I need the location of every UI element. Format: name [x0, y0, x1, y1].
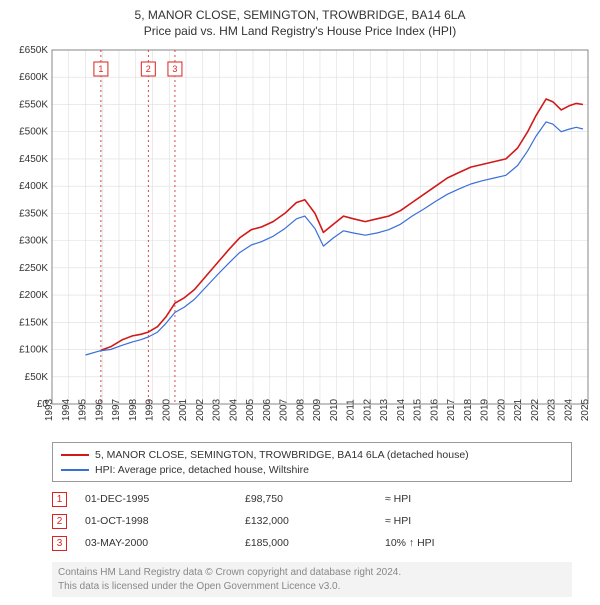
- svg-text:2016: 2016: [429, 398, 440, 421]
- svg-text:1: 1: [98, 64, 103, 74]
- attribution-line: Contains HM Land Registry data © Crown c…: [58, 566, 566, 580]
- event-date: 03-MAY-2000: [85, 537, 245, 549]
- svg-text:£250K: £250K: [19, 263, 48, 274]
- svg-text:2007: 2007: [279, 398, 290, 421]
- svg-text:2004: 2004: [228, 398, 239, 421]
- event-date: 01-OCT-1998: [85, 515, 245, 527]
- chart-title: 5, MANOR CLOSE, SEMINGTON, TROWBRIDGE, B…: [8, 8, 592, 22]
- legend-label: HPI: Average price, detached house, Wilt…: [95, 464, 309, 476]
- svg-text:2008: 2008: [295, 398, 306, 421]
- svg-text:2014: 2014: [396, 398, 407, 421]
- svg-text:2019: 2019: [480, 398, 491, 421]
- svg-text:2009: 2009: [312, 398, 323, 421]
- legend-row: HPI: Average price, detached house, Wilt…: [61, 462, 563, 477]
- event-hpi: ≈ HPI: [385, 493, 572, 505]
- legend-swatch: [61, 454, 89, 456]
- svg-text:2015: 2015: [413, 398, 424, 421]
- svg-text:1997: 1997: [111, 398, 122, 421]
- event-hpi: 10% ↑ HPI: [385, 537, 572, 549]
- svg-text:2001: 2001: [178, 398, 189, 421]
- svg-text:£150K: £150K: [19, 317, 48, 328]
- svg-text:£650K: £650K: [19, 45, 48, 56]
- event-marker: 2: [52, 514, 67, 529]
- svg-text:2023: 2023: [547, 398, 558, 421]
- svg-text:£100K: £100K: [19, 345, 48, 356]
- svg-text:2022: 2022: [530, 398, 541, 421]
- svg-text:1998: 1998: [128, 398, 139, 421]
- svg-text:£300K: £300K: [19, 236, 48, 247]
- legend: 5, MANOR CLOSE, SEMINGTON, TROWBRIDGE, B…: [52, 442, 572, 482]
- svg-text:2000: 2000: [161, 398, 172, 421]
- legend-swatch: [61, 469, 89, 471]
- svg-text:2011: 2011: [346, 399, 357, 421]
- svg-text:£450K: £450K: [19, 154, 48, 165]
- event-table: 1 01-DEC-1995£98,750≈ HPI 2 01-OCT-1998£132…: [52, 488, 572, 554]
- attribution-line: This data is licensed under the Open Gov…: [58, 580, 566, 594]
- svg-text:2020: 2020: [496, 398, 507, 421]
- svg-text:2024: 2024: [563, 398, 574, 421]
- legend-label: 5, MANOR CLOSE, SEMINGTON, TROWBRIDGE, B…: [95, 449, 469, 461]
- event-price: £185,000: [245, 537, 385, 549]
- svg-text:2002: 2002: [195, 398, 206, 421]
- chart-subtitle: Price paid vs. HM Land Registry's House …: [8, 24, 592, 38]
- event-row: 2 01-OCT-1998£132,000≈ HPI: [52, 510, 572, 532]
- svg-text:2005: 2005: [245, 398, 256, 421]
- event-price: £98,750: [245, 493, 385, 505]
- svg-text:1996: 1996: [94, 398, 105, 421]
- svg-text:2025: 2025: [580, 398, 591, 421]
- event-price: £132,000: [245, 515, 385, 527]
- svg-text:£350K: £350K: [19, 208, 48, 219]
- event-marker: 3: [52, 536, 67, 551]
- event-date: 01-DEC-1995: [85, 493, 245, 505]
- svg-text:£200K: £200K: [19, 290, 48, 301]
- svg-text:2: 2: [146, 64, 151, 74]
- svg-text:2018: 2018: [463, 398, 474, 421]
- chart-area: £0£50K£100K£150K£200K£250K£300K£350K£400…: [8, 44, 592, 436]
- legend-row: 5, MANOR CLOSE, SEMINGTON, TROWBRIDGE, B…: [61, 447, 563, 462]
- svg-text:2021: 2021: [513, 398, 524, 421]
- svg-text:1993: 1993: [44, 398, 55, 421]
- svg-text:£50K: £50K: [25, 372, 49, 383]
- svg-text:2006: 2006: [262, 398, 273, 421]
- svg-text:1995: 1995: [78, 398, 89, 421]
- svg-text:1999: 1999: [145, 398, 156, 421]
- event-row: 3 03-MAY-2000£185,00010% ↑ HPI: [52, 532, 572, 554]
- chart-svg: £0£50K£100K£150K£200K£250K£300K£350K£400…: [8, 44, 592, 436]
- svg-text:2003: 2003: [212, 398, 223, 421]
- svg-text:2017: 2017: [446, 398, 457, 421]
- svg-text:£600K: £600K: [19, 72, 48, 83]
- svg-text:£400K: £400K: [19, 181, 48, 192]
- svg-text:£550K: £550K: [19, 99, 48, 110]
- svg-text:2012: 2012: [362, 398, 373, 421]
- event-hpi: ≈ HPI: [385, 515, 572, 527]
- attribution: Contains HM Land Registry data © Crown c…: [52, 562, 572, 597]
- svg-text:1994: 1994: [61, 398, 72, 421]
- svg-text:£500K: £500K: [19, 127, 48, 138]
- svg-text:2010: 2010: [329, 398, 340, 421]
- event-marker: 1: [52, 492, 67, 507]
- svg-text:2013: 2013: [379, 398, 390, 421]
- svg-text:3: 3: [172, 64, 177, 74]
- event-row: 1 01-DEC-1995£98,750≈ HPI: [52, 488, 572, 510]
